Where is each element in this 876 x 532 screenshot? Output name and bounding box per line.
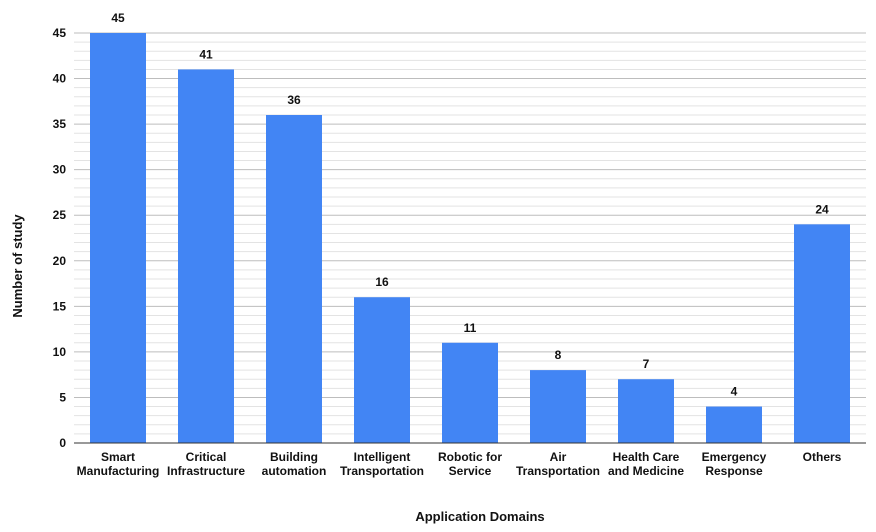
- y-axis-title: Number of study: [10, 214, 25, 318]
- bar: [706, 406, 762, 443]
- y-axis-ticks: 0 5 10 15 20 25 30 35 40 45: [53, 26, 67, 450]
- data-labels: 45 41 36 16 11 8 7 4 24: [111, 11, 829, 399]
- y-tick-label: 30: [53, 163, 67, 177]
- y-tick-label: 15: [53, 299, 67, 313]
- x-tick-label: Robotic for Service: [438, 450, 502, 478]
- bar: [530, 370, 586, 443]
- x-axis-title: Application Domains: [415, 509, 544, 524]
- data-label: 45: [111, 11, 125, 25]
- data-label: 16: [375, 275, 389, 289]
- x-tick-label: Others: [803, 450, 842, 464]
- x-tick-label: Intelligent Transportation: [340, 450, 424, 478]
- data-label: 8: [555, 348, 562, 362]
- x-tick-label: Critical Infrastructure: [167, 450, 245, 478]
- data-label: 24: [815, 202, 829, 216]
- x-tick-label: Building automation: [262, 450, 327, 478]
- bar: [354, 297, 410, 443]
- x-tick-label: Smart Manufacturing: [77, 450, 160, 478]
- bar: [178, 69, 234, 443]
- bars: [90, 33, 850, 443]
- x-tick-label: Air Transportation: [516, 450, 600, 478]
- data-label: 36: [287, 93, 301, 107]
- y-tick-label: 10: [53, 345, 67, 359]
- bar: [618, 379, 674, 443]
- y-tick-label: 40: [53, 72, 67, 86]
- y-tick-label: 25: [53, 208, 67, 222]
- data-label: 11: [464, 321, 477, 335]
- x-tick-label: Emergency Response: [702, 450, 767, 478]
- y-tick-label: 35: [53, 117, 67, 131]
- bar: [442, 342, 498, 443]
- y-tick-label: 20: [53, 254, 67, 268]
- data-label: 7: [643, 357, 650, 371]
- bar: [794, 224, 850, 443]
- x-tick-label: Health Care and Medicine: [608, 450, 684, 478]
- data-label: 4: [731, 385, 738, 399]
- bar: [90, 33, 146, 443]
- y-tick-label: 0: [59, 436, 66, 450]
- y-tick-label: 5: [59, 390, 66, 404]
- y-tick-label: 45: [53, 26, 67, 40]
- bar: [266, 115, 322, 443]
- data-label: 41: [199, 47, 213, 61]
